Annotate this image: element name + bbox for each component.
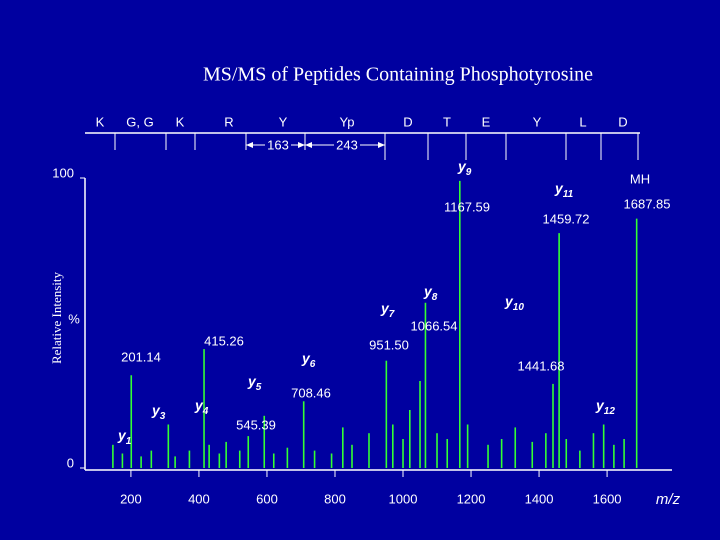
ion-letter: y <box>301 350 311 366</box>
ion-index: 11 <box>563 189 574 200</box>
x-tick-label: 1200 <box>457 491 486 506</box>
residue: G, G <box>126 114 153 129</box>
residue: T <box>443 114 451 129</box>
ion-label: y7 <box>380 300 395 320</box>
y-axis-label: Relative Intensity <box>49 271 64 364</box>
mass-label: 201.14 <box>121 349 161 364</box>
x-tick-label: 400 <box>188 491 210 506</box>
ion-label: y6 <box>301 350 316 370</box>
ion-letter: y <box>595 397 605 413</box>
ion-index: 3 <box>160 411 166 422</box>
ion-index: 9 <box>466 167 472 178</box>
ion-letter: y <box>457 158 467 174</box>
ion-label: y9 <box>457 158 472 178</box>
percent-label: % <box>68 311 80 326</box>
residue: D <box>618 114 627 129</box>
ion-label: y10 <box>504 293 524 313</box>
x-tick-label: 600 <box>256 491 278 506</box>
ion-index: 7 <box>389 309 395 320</box>
ion-label: y8 <box>423 283 438 303</box>
residue: L <box>579 114 586 129</box>
ion-index: 10 <box>513 302 525 313</box>
mass-diff: 163 <box>267 137 289 152</box>
x-tick-label: 200 <box>120 491 142 506</box>
residue: Y <box>533 114 542 129</box>
y-tick-label: 0 <box>67 455 74 470</box>
residue: D <box>403 114 412 129</box>
residue: K <box>96 114 105 129</box>
x-tick-label: 1600 <box>593 491 622 506</box>
x-tick-label: 800 <box>324 491 346 506</box>
arrow-head <box>378 142 385 148</box>
ion-letter: y <box>554 180 564 196</box>
residue: R <box>224 114 233 129</box>
residue: K <box>176 114 185 129</box>
mass-label: 708.46 <box>291 385 331 400</box>
ion-label: y1 <box>117 427 132 447</box>
mass-diff: 243 <box>336 137 358 152</box>
label-bg <box>265 138 291 152</box>
ion-letter: y <box>423 283 433 299</box>
ion-letter: y <box>117 427 127 443</box>
ion-index: 5 <box>256 382 262 393</box>
mass-label: 1441.68 <box>518 358 565 373</box>
ion-label: y3 <box>151 402 166 422</box>
ion-label: y12 <box>595 397 615 417</box>
mass-label: 1687.85 <box>624 196 671 211</box>
ion-letter: y <box>504 293 514 309</box>
y-tick-label: 100 <box>52 165 74 180</box>
ion-letter: y <box>247 373 257 389</box>
x-tick-label: 1000 <box>389 491 418 506</box>
ion-index: 8 <box>432 292 438 303</box>
ion-letter: y <box>380 300 390 316</box>
residue: Y <box>279 114 288 129</box>
ion-index: 1 <box>126 436 132 447</box>
mass-label: 1459.72 <box>543 211 590 226</box>
label-bg <box>334 138 360 152</box>
ion-index: 6 <box>310 359 316 370</box>
x-tick-label: 1400 <box>525 491 554 506</box>
arrow-head <box>298 142 305 148</box>
residue: E <box>482 114 491 129</box>
mh-label: MH <box>630 171 650 186</box>
ion-label: y11 <box>554 180 574 200</box>
chart-title: MS/MS of Peptides Containing Phosphotyro… <box>203 64 593 86</box>
mass-label: 1167.59 <box>444 199 490 214</box>
mass-label: 1066.54 <box>411 318 458 333</box>
mass-label: 415.26 <box>204 333 244 348</box>
ion-label: y5 <box>247 373 262 393</box>
arrow-head <box>246 142 253 148</box>
x-axis-label: m/z <box>656 491 681 508</box>
mass-label: 545.39 <box>236 417 276 432</box>
residue: Yp <box>340 114 355 129</box>
ion-letter: y <box>151 402 161 418</box>
mass-label: 951.50 <box>369 337 409 352</box>
ion-label: y4 <box>194 397 209 417</box>
ion-index: 12 <box>604 406 616 417</box>
arrow-head <box>305 142 312 148</box>
ion-letter: y <box>194 397 204 413</box>
ion-index: 4 <box>202 406 209 417</box>
